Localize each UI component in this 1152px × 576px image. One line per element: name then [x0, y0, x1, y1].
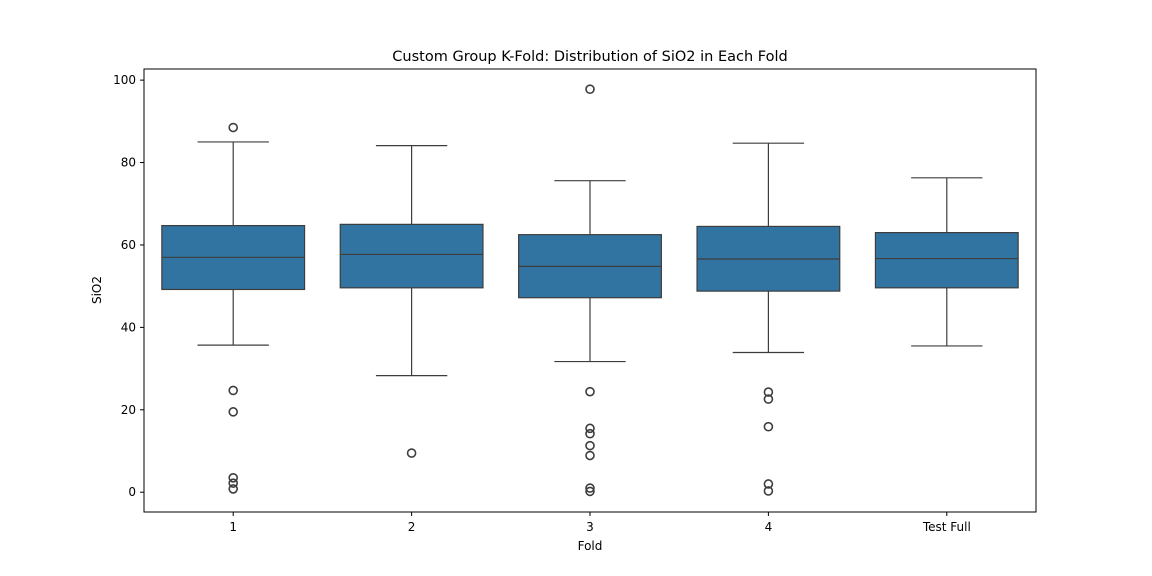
- y-tick-label: 60: [121, 238, 136, 252]
- outlier-point: [763, 394, 774, 404]
- outlier-point: [763, 479, 774, 489]
- outlier-point: [406, 448, 417, 458]
- outlier-point: [228, 478, 238, 488]
- outlier-point: [228, 484, 238, 494]
- y-tick-label: 80: [121, 156, 136, 170]
- y-axis: 0 20 40 60 80 100: [113, 73, 144, 499]
- x-tick-label: 1: [229, 520, 237, 534]
- outlier-point: [763, 486, 774, 496]
- box-group-3: [518, 84, 662, 497]
- x-tick-label: Test Full: [922, 520, 971, 534]
- outlier-point: [763, 421, 774, 432]
- outlier-point: [763, 387, 774, 397]
- outlier-point: [585, 483, 595, 493]
- outlier-point: [585, 386, 595, 397]
- outlier-point: [585, 84, 595, 94]
- y-tick-label: 100: [113, 73, 136, 87]
- box-group-2: [339, 145, 484, 458]
- outlier-point: [585, 486, 595, 497]
- iqr-box: [874, 232, 1019, 289]
- plot-marks: [161, 84, 1019, 497]
- y-axis-title: SiO2: [90, 276, 104, 304]
- iqr-box: [339, 223, 484, 289]
- y-tick-label: 0: [128, 485, 136, 499]
- x-tick-label: 2: [408, 520, 416, 534]
- y-tick-label: 20: [121, 403, 136, 417]
- outlier-point: [585, 440, 595, 451]
- x-tick-label: 3: [586, 520, 594, 534]
- outlier-point: [585, 450, 595, 461]
- outlier-point: [228, 407, 238, 417]
- x-tick-label: 4: [765, 520, 773, 534]
- x-axis-title: Fold: [578, 539, 603, 553]
- y-tick-label: 40: [121, 320, 136, 334]
- x-axis: 1 2 3 4 Test Full: [229, 512, 971, 534]
- box-group-4: [696, 142, 841, 496]
- outlier-point: [585, 428, 595, 439]
- outlier-point: [228, 385, 238, 396]
- box-group-1: [161, 122, 306, 494]
- box-group-5: [874, 177, 1019, 347]
- outlier-point: [585, 423, 595, 434]
- chart-title: Custom Group K-Fold: Distribution of SiO…: [392, 49, 787, 65]
- outlier-point: [228, 472, 238, 483]
- outlier-point: [228, 122, 238, 133]
